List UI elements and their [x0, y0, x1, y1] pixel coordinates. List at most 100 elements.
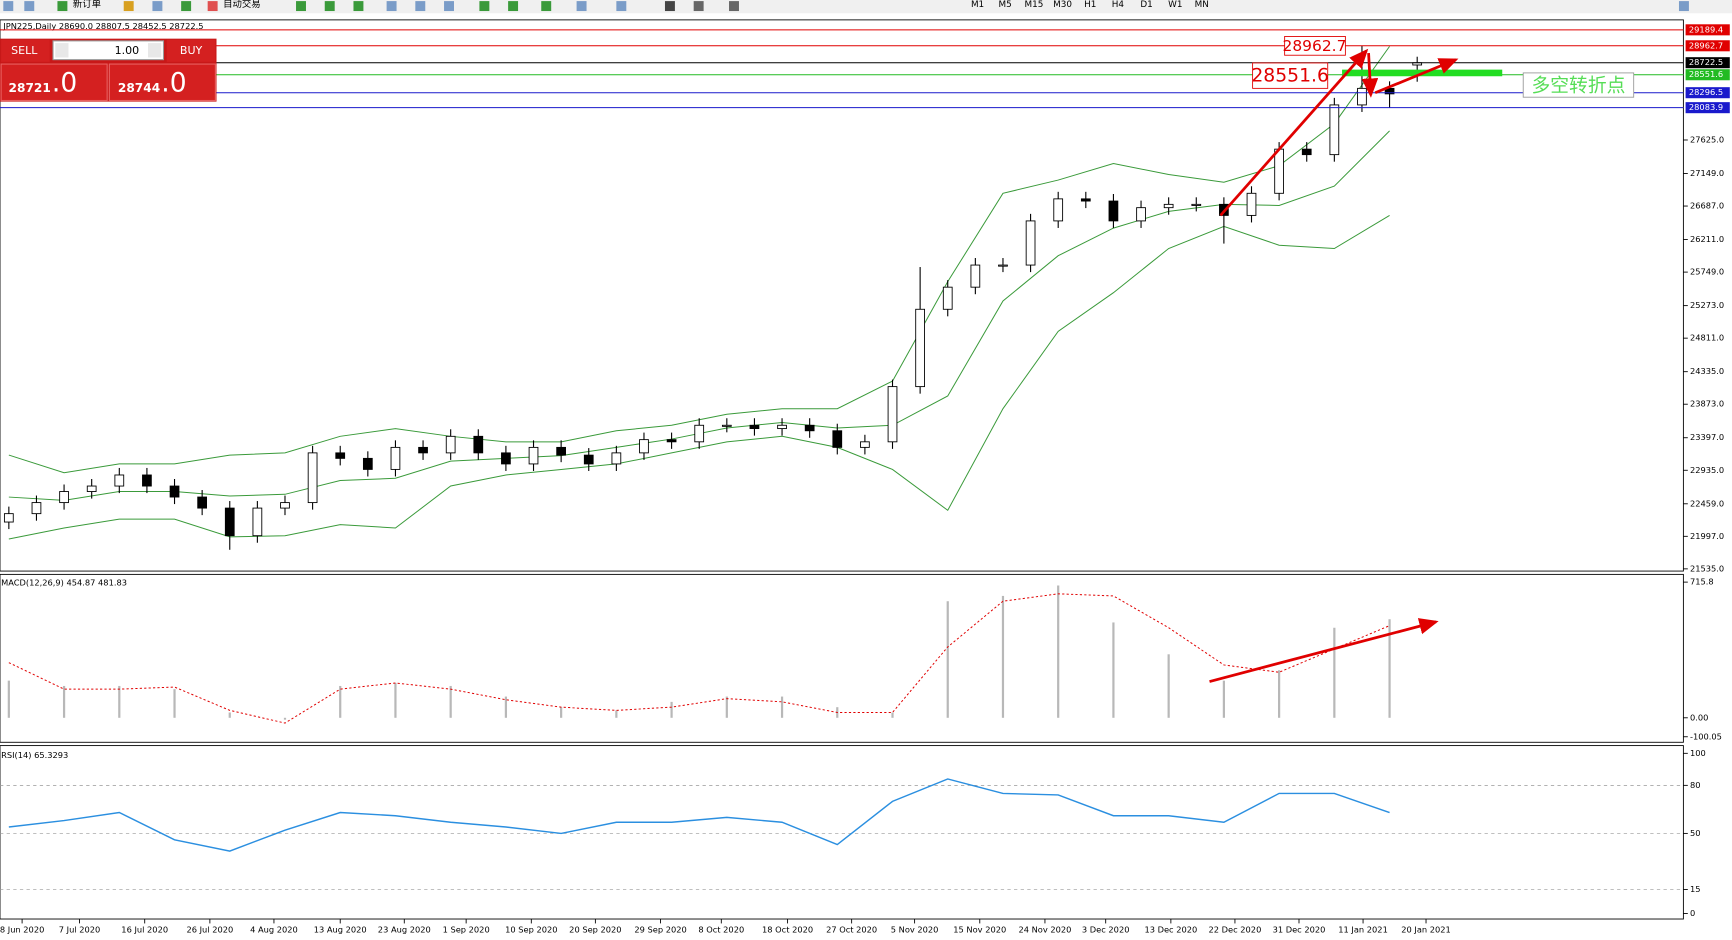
- macd-bar: [1112, 622, 1115, 718]
- bid-price: 28721: [9, 81, 51, 95]
- y-tick-label: 21997.0: [1690, 531, 1724, 541]
- timeframe-button[interactable]: M5: [999, 0, 1012, 10]
- timeframe-button[interactable]: W1: [1168, 0, 1182, 10]
- chart-title: JPN225,Daily 28690.0 28807.5 28452.5 287…: [2, 21, 203, 31]
- icon[interactable]: [3, 1, 14, 12]
- sell-button[interactable]: [1, 39, 50, 62]
- icon[interactable]: [664, 1, 675, 12]
- icon[interactable]: [57, 1, 68, 12]
- icon[interactable]: [1678, 1, 1689, 12]
- icon[interactable]: [616, 1, 627, 12]
- macd-bar: [615, 710, 618, 718]
- timeframe-button[interactable]: M30: [1053, 0, 1072, 10]
- icon[interactable]: [123, 1, 134, 12]
- annotation-box: [1252, 62, 1329, 89]
- spin-down[interactable]: [55, 43, 69, 58]
- icon[interactable]: [444, 1, 454, 12]
- icon[interactable]: [576, 1, 587, 12]
- timeframe-button[interactable]: H4: [1112, 0, 1125, 10]
- icon[interactable]: [541, 1, 552, 12]
- trade-panel: SELL 1.00 BUY 28721 .0 28744 .0: [0, 38, 217, 102]
- icon[interactable]: [693, 1, 704, 12]
- candle-body: [31, 502, 42, 515]
- candle-body: [942, 286, 953, 310]
- icon[interactable]: [508, 1, 519, 12]
- candle-body: [169, 485, 180, 498]
- x-tick-label: 20 Sep 2020: [569, 925, 621, 935]
- x-tick-label: 22 Dec 2020: [1209, 925, 1262, 935]
- candle-body: [418, 446, 428, 454]
- icon[interactable]: [324, 1, 335, 12]
- price-level-tag: [1685, 40, 1730, 52]
- icon[interactable]: [386, 1, 397, 12]
- arrow: [1374, 58, 1459, 95]
- x-tick-label: 16 Jul 2020: [121, 925, 168, 935]
- candle-body: [445, 435, 456, 454]
- macd-bar: [1222, 680, 1225, 718]
- annotation-box: [1284, 36, 1346, 56]
- bid-box[interactable]: [0, 63, 108, 102]
- candle-body: [252, 507, 263, 537]
- volume-input[interactable]: [52, 40, 165, 61]
- candle-body: [970, 264, 981, 288]
- arrow: [1209, 618, 1439, 683]
- icon[interactable]: [207, 1, 218, 12]
- icon[interactable]: [152, 1, 163, 12]
- candle-body: [1246, 192, 1257, 216]
- candle-body: [473, 435, 484, 454]
- macd-bar: [449, 685, 452, 718]
- bid-fraction: .0: [52, 67, 77, 98]
- x-tick-label: 24 Nov 2020: [1018, 925, 1071, 935]
- y-tick-label: 26687.0: [1690, 201, 1724, 211]
- candle-body: [611, 452, 622, 465]
- candle-body: [280, 502, 290, 509]
- spin-up[interactable]: [148, 43, 162, 58]
- candle-body: [1274, 148, 1284, 194]
- candle-body: [777, 424, 787, 430]
- candle-body: [59, 491, 69, 504]
- icon[interactable]: [296, 1, 306, 12]
- timeframe-button[interactable]: H1: [1084, 0, 1096, 10]
- auto-trading-button[interactable]: 自动交易: [223, 0, 261, 10]
- icon[interactable]: [415, 1, 426, 12]
- buy-label: BUY: [180, 44, 203, 57]
- annotation: 28962.7: [1283, 37, 1347, 55]
- timeframe-button[interactable]: MN: [1195, 0, 1209, 10]
- price-level-label: 28962.7: [1689, 40, 1723, 50]
- y-tick-label: 100: [1690, 748, 1706, 758]
- x-tick-label: 11 Jan 2021: [1338, 925, 1388, 935]
- icon[interactable]: [729, 1, 739, 12]
- candle-body: [1191, 203, 1202, 206]
- y-tick-label: 21535.0: [1690, 563, 1724, 573]
- buy-button[interactable]: [166, 39, 216, 62]
- macd-bar: [339, 685, 342, 718]
- macd-title: MACD(12,26,9) 454.87 481.83: [1, 578, 127, 588]
- timeframe-button[interactable]: M1: [971, 0, 984, 10]
- candle-body: [721, 424, 732, 427]
- macd-bar: [1333, 627, 1336, 718]
- macd-bar: [670, 701, 673, 718]
- timeframe-button[interactable]: M15: [1024, 0, 1043, 10]
- icon[interactable]: [24, 1, 35, 12]
- candle-body: [583, 454, 594, 465]
- candle-body: [860, 441, 870, 448]
- x-tick-label: 31 Dec 2020: [1273, 925, 1326, 935]
- candle-body: [915, 308, 925, 388]
- icon[interactable]: [479, 1, 490, 12]
- new-order-button[interactable]: 新订单: [73, 0, 101, 10]
- annotation-box: [1522, 72, 1635, 98]
- macd-bar: [1278, 670, 1281, 718]
- y-tick-label: 50: [1690, 828, 1701, 838]
- ask-box[interactable]: [108, 63, 216, 102]
- icon[interactable]: [353, 1, 364, 12]
- x-tick-label: 4 Aug 2020: [250, 925, 298, 935]
- annotation: 多空转折点: [1532, 75, 1626, 97]
- candle-body: [1053, 198, 1064, 222]
- icon[interactable]: [181, 1, 192, 12]
- candle-body: [694, 424, 705, 443]
- macd-bar: [7, 680, 10, 718]
- macd-bar: [560, 707, 563, 718]
- timeframe-button[interactable]: D1: [1140, 0, 1152, 10]
- x-tick-label: 27 Oct 2020: [826, 925, 877, 935]
